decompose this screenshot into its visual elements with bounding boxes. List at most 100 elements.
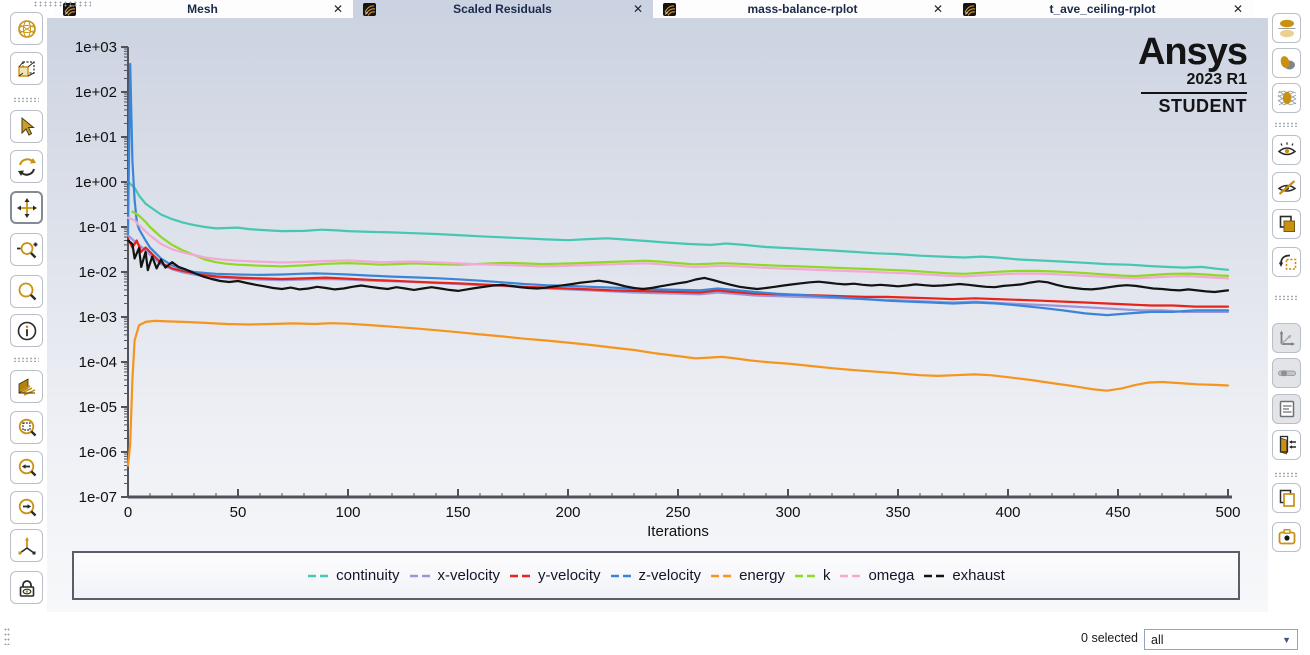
deselect-region-button[interactable] bbox=[1272, 247, 1301, 277]
y-tick-label: 1e-01 bbox=[79, 219, 117, 236]
y-tick-label: 1e+02 bbox=[75, 84, 117, 101]
hide-items-button[interactable] bbox=[1272, 172, 1301, 202]
legend-swatch-exhaust bbox=[924, 574, 947, 577]
x-tick-label: 100 bbox=[335, 504, 360, 521]
legend-item-continuity: continuity bbox=[307, 567, 400, 584]
tab-label: mass-balance-rplot bbox=[747, 2, 858, 16]
svg-text:F: F bbox=[665, 11, 668, 16]
tab-mesh[interactable]: F Mesh ✕ bbox=[53, 0, 353, 18]
legend-swatch-y-velocity bbox=[510, 574, 533, 577]
series-exhaust bbox=[126, 239, 1230, 294]
selection-count-label: 0 selected bbox=[1081, 631, 1138, 645]
legend-item-k: k bbox=[794, 567, 830, 584]
tab-close-icon[interactable]: ✕ bbox=[1232, 2, 1243, 16]
toolbar-separator bbox=[1274, 472, 1298, 477]
select-button[interactable] bbox=[10, 110, 43, 143]
legend-label: exhaust bbox=[952, 567, 1005, 584]
shaded-display-button[interactable] bbox=[1272, 48, 1301, 78]
show-items-button[interactable] bbox=[1272, 135, 1301, 165]
legend-label: x-velocity bbox=[437, 567, 501, 584]
toolbar-grip[interactable] bbox=[33, 1, 91, 7]
x-tick-label: 50 bbox=[230, 504, 247, 521]
residuals-plot: 1e+03 1e+02 1e+01 1e+00 1e-01 1e-02 1e-03 1e-04… bbox=[75, 39, 1241, 540]
display-surfaces-button[interactable] bbox=[10, 370, 43, 403]
eye-slash-icon bbox=[1276, 176, 1298, 198]
info-button[interactable] bbox=[10, 314, 43, 347]
view-lock-button[interactable] bbox=[10, 571, 43, 604]
legend-label: z-velocity bbox=[638, 567, 702, 584]
y-tick-label: 1e-04 bbox=[79, 354, 117, 371]
legend-item-z-velocity: z-velocity bbox=[610, 567, 702, 584]
axes-triad-button[interactable] bbox=[10, 529, 43, 562]
toolbar-separator bbox=[13, 357, 39, 362]
magnifier-icon bbox=[16, 281, 38, 303]
y-tick-label: 1e+01 bbox=[75, 129, 117, 146]
legend-swatch-z-velocity bbox=[610, 574, 633, 577]
legend-entries: continuity x-velocity y-velocity z-velocity… bbox=[307, 567, 1005, 584]
view-sphere-button[interactable] bbox=[10, 12, 43, 45]
plot-axes-icon bbox=[1276, 327, 1298, 349]
legend-label: omega bbox=[868, 567, 915, 584]
compare-exit-button[interactable] bbox=[1272, 430, 1301, 460]
series-y-velocity bbox=[126, 237, 1230, 308]
selection-filter-dropdown[interactable]: all ▼ bbox=[1144, 629, 1298, 650]
snapshot-button[interactable] bbox=[1272, 522, 1301, 552]
door-arrows-icon bbox=[1276, 434, 1298, 456]
report-page-button[interactable] bbox=[1272, 394, 1301, 424]
statusbar-grip[interactable] bbox=[4, 627, 10, 645]
legend-item-energy: energy bbox=[710, 567, 785, 584]
previous-view-button[interactable] bbox=[10, 451, 43, 484]
pages-icon bbox=[1276, 487, 1298, 509]
toolbar-separator bbox=[13, 97, 39, 102]
graphics-viewport[interactable]: 1e+03 1e+02 1e+01 1e+00 1e-01 1e-02 1e-03 1e-04… bbox=[47, 18, 1268, 612]
legend-label: energy bbox=[739, 567, 785, 584]
toolbar-separator bbox=[1274, 122, 1298, 127]
legend-swatch-continuity bbox=[308, 574, 331, 577]
legend-item-x-velocity: x-velocity bbox=[409, 567, 501, 584]
perspective-box-button[interactable] bbox=[10, 52, 43, 85]
legend-label: y-velocity bbox=[538, 567, 601, 584]
series-continuity bbox=[126, 180, 1230, 271]
tab-close-icon[interactable]: ✕ bbox=[932, 2, 943, 16]
legend-swatch-k bbox=[794, 574, 817, 577]
x-tick-label: 150 bbox=[445, 504, 470, 521]
legend-item-exhaust: exhaust bbox=[923, 567, 1005, 584]
chevron-down-icon: ▼ bbox=[1282, 634, 1291, 645]
magnify-region-icon bbox=[16, 417, 38, 439]
copy-squares-icon bbox=[1276, 213, 1298, 235]
info-icon bbox=[16, 320, 38, 342]
document-icon bbox=[1276, 398, 1298, 420]
rotate-view-button[interactable] bbox=[10, 150, 43, 183]
x-tick-label: 200 bbox=[555, 504, 580, 521]
perspective-box-icon bbox=[16, 58, 38, 80]
next-view-button[interactable] bbox=[10, 491, 43, 524]
series-k bbox=[131, 210, 1230, 278]
tab-close-icon[interactable]: ✕ bbox=[632, 2, 643, 16]
x-tick-label: 250 bbox=[665, 504, 690, 521]
copy-display-button[interactable] bbox=[1272, 209, 1301, 239]
slider-tool-button[interactable] bbox=[1272, 358, 1301, 388]
toolbar-separator bbox=[1274, 295, 1298, 300]
double-ellipse-icon bbox=[1276, 17, 1298, 39]
copy-image-button[interactable] bbox=[1272, 483, 1301, 513]
zoom-search-button[interactable] bbox=[10, 275, 43, 308]
rotate-icon bbox=[16, 156, 38, 178]
x-axis-title: Iterations bbox=[647, 523, 709, 540]
solid-faces-button[interactable] bbox=[1272, 13, 1301, 43]
magnify-region-button[interactable] bbox=[10, 411, 43, 444]
tab-close-icon[interactable]: ✕ bbox=[332, 2, 343, 16]
mesh-display-button[interactable] bbox=[1272, 83, 1301, 113]
series-energy bbox=[126, 319, 1230, 467]
pan-view-button[interactable] bbox=[10, 191, 43, 224]
tab-scaled-residuals[interactable]: F Scaled Residuals ✕ bbox=[353, 0, 653, 18]
shadow-ellipse-icon bbox=[1276, 52, 1298, 74]
slider-icon bbox=[1276, 362, 1298, 384]
x-tick-label: 300 bbox=[775, 504, 800, 521]
lock-eye-icon bbox=[16, 577, 38, 599]
plot-axes-button[interactable] bbox=[1272, 323, 1301, 353]
zoom-in-out-button[interactable] bbox=[10, 233, 43, 266]
y-tick-label: 1e-07 bbox=[79, 489, 117, 506]
legend-item-omega: omega bbox=[839, 567, 914, 584]
